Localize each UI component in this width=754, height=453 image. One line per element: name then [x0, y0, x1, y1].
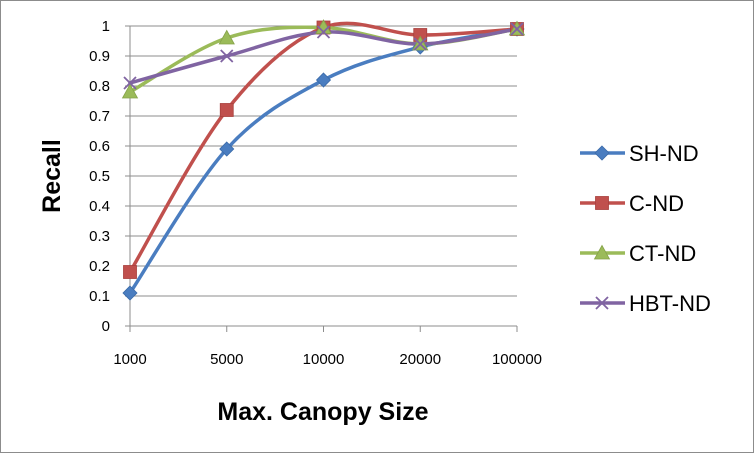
- x-tick-label: 5000: [210, 351, 243, 368]
- y-axis-title: Recall: [38, 139, 66, 213]
- legend-label-ct-nd: CT-ND: [629, 241, 696, 266]
- data-point-hbt-nd: [220, 49, 234, 63]
- data-point-sh-nd: [122, 285, 138, 301]
- data-point-hbt-nd: [316, 25, 331, 39]
- data-point-hbt-nd: [510, 22, 524, 36]
- legend-marker-sh-nd: [594, 145, 610, 161]
- legend-label-c-nd: C-ND: [629, 191, 684, 216]
- data-point-c-nd: [123, 265, 137, 279]
- y-tick-label: 0.5: [89, 168, 110, 185]
- data-point-c-nd: [219, 103, 234, 117]
- tick-labels: 0 0.1 0.2 0.3 0.4 0.5 0.6 0.7 0.8 0.9 1 1000 5000 100…: [89, 18, 542, 368]
- data-point-hbt-nd: [413, 37, 427, 51]
- legend: SH-ND C-ND CT-ND HBT-ND: [580, 141, 711, 316]
- y-tick-label: 0.4: [89, 198, 110, 215]
- legend-marker-ct-nd: [593, 244, 611, 260]
- data-point-sh-nd: [219, 141, 235, 157]
- data-point-hbt-nd: [123, 76, 137, 90]
- x-tick-label: 10000: [303, 351, 345, 368]
- series-lines: [128, 21, 519, 295]
- y-tick-label: 0.1: [89, 288, 110, 305]
- y-tick-label: 0.9: [89, 48, 110, 65]
- x-axis-title: Max. Canopy Size: [217, 398, 428, 426]
- data-point-ct-nd: [121, 83, 139, 99]
- y-tick-label: 0.6: [89, 138, 110, 155]
- y-tick-label: 0.3: [89, 228, 110, 245]
- y-tick-label: 0: [102, 318, 110, 335]
- series-markers: [121, 19, 526, 301]
- x-tick-label: 100000: [492, 351, 542, 368]
- y-tick-label: 1: [102, 18, 110, 35]
- legend-label-hbt-nd: HBT-ND: [629, 291, 711, 316]
- x-tick-label: 20000: [399, 351, 441, 368]
- legend-marker-hbt-nd: [595, 296, 609, 310]
- y-tick-label: 0.7: [89, 108, 110, 125]
- x-tick-label: 1000: [113, 351, 146, 368]
- y-tick-label: 0.2: [89, 258, 110, 275]
- data-point-ct-nd: [218, 29, 235, 45]
- series-line-c-nd: [128, 21, 519, 274]
- y-tick-label: 0.8: [89, 78, 110, 95]
- data-point-ct-nd: [315, 19, 332, 34]
- legend-label-sh-nd: SH-ND: [629, 141, 699, 166]
- data-point-sh-nd: [315, 72, 332, 88]
- series-line-sh-nd: [128, 27, 519, 295]
- legend-marker-c-nd: [595, 196, 609, 210]
